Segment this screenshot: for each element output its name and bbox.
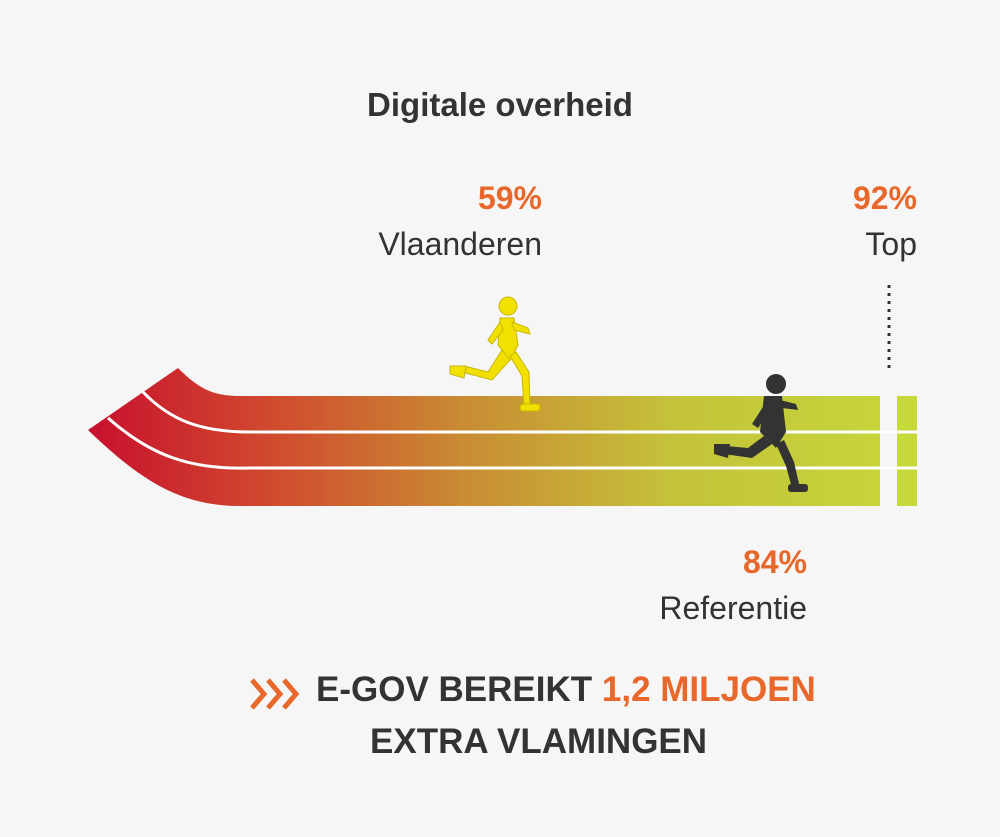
footer-line-2: EXTRA VLAMINGEN <box>370 722 708 761</box>
chart-title: Digitale overheid <box>367 86 633 123</box>
vlaanderen-percentage: 59% <box>477 180 542 216</box>
lane-line-lower <box>107 416 917 470</box>
runner-vlaanderen-icon <box>449 296 541 412</box>
referentie-percentage: 84% <box>742 544 807 580</box>
triple-chevron-right-icon <box>250 678 300 710</box>
referentie-label: Referentie <box>659 590 807 626</box>
lane-line-upper <box>141 390 917 434</box>
track-band <box>88 368 880 506</box>
runner-referentie-icon <box>714 374 808 492</box>
footer-text-part1: E-GOV BEREIKT <box>316 670 602 709</box>
vlaanderen-label: Vlaanderen <box>378 226 542 262</box>
top-label: Top <box>865 226 917 262</box>
track-end-segment <box>897 396 917 506</box>
top-percentage: 92% <box>852 180 917 216</box>
footer-line-1: E-GOV BEREIKT 1,2 MILJOEN <box>316 670 816 710</box>
footer-highlight: 1,2 MILJOEN <box>601 670 816 709</box>
